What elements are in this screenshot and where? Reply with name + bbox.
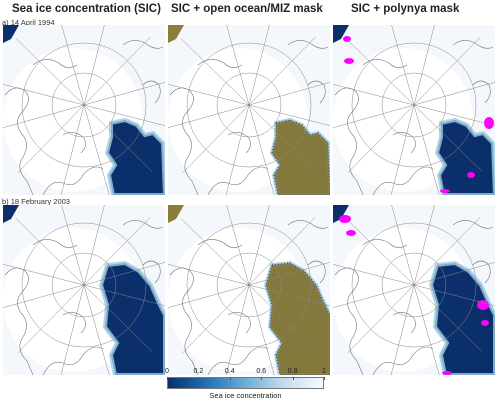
polynya-spot	[442, 371, 452, 375]
colorbar-tick: 0.2	[193, 368, 204, 375]
polynya-spot	[339, 215, 351, 223]
colorbar-tick: 0.4	[224, 368, 235, 375]
polynya-spot	[344, 58, 354, 64]
colorbar-tick: 0	[165, 368, 169, 375]
colorbar-tick: 0.6	[256, 368, 267, 375]
polynya-spot	[467, 172, 475, 178]
colorbar-tickmark	[167, 377, 168, 380]
colorbar	[167, 377, 324, 389]
polynya-spot	[346, 230, 356, 236]
column-header-miz-mask: SIC + open ocean/MIZ mask	[171, 3, 323, 15]
colorbar-tickmark	[229, 377, 231, 380]
colorbar-tickmark	[324, 377, 325, 380]
colorbar-tickmark	[292, 377, 294, 380]
polynya-spot	[477, 300, 489, 310]
miz-mask	[272, 120, 330, 195]
panel-b-sic	[3, 205, 165, 375]
colorbar-tick: 1	[322, 368, 326, 375]
panel-b-miz-mask	[168, 205, 330, 375]
panel-b-polynya-mask	[333, 205, 495, 375]
polynya-spot	[481, 320, 489, 326]
panel-a-miz-mask	[168, 25, 330, 195]
panel-a-sic	[3, 25, 165, 195]
polynya-spot	[484, 117, 494, 129]
colorbar-tick: 0.8	[287, 368, 298, 375]
miz-mask	[266, 263, 330, 375]
open-ocean-region	[107, 120, 165, 195]
polynya-spot	[440, 189, 450, 193]
polynya-spot	[343, 36, 351, 42]
colorbar-label: Sea ice concentration	[209, 391, 282, 400]
row-label-b: b) 18 February 2003	[2, 197, 70, 206]
column-header-sic: Sea ice concentration (SIC)	[12, 3, 161, 15]
open-ocean-region	[437, 120, 495, 195]
colorbar-tickmark	[198, 377, 200, 380]
panel-a-polynya-mask	[333, 25, 495, 195]
column-header-polynya-mask: SIC + polynya mask	[351, 3, 460, 15]
row-label-a: a) 14 April 1994	[2, 18, 55, 27]
colorbar-tickmark	[261, 377, 263, 380]
